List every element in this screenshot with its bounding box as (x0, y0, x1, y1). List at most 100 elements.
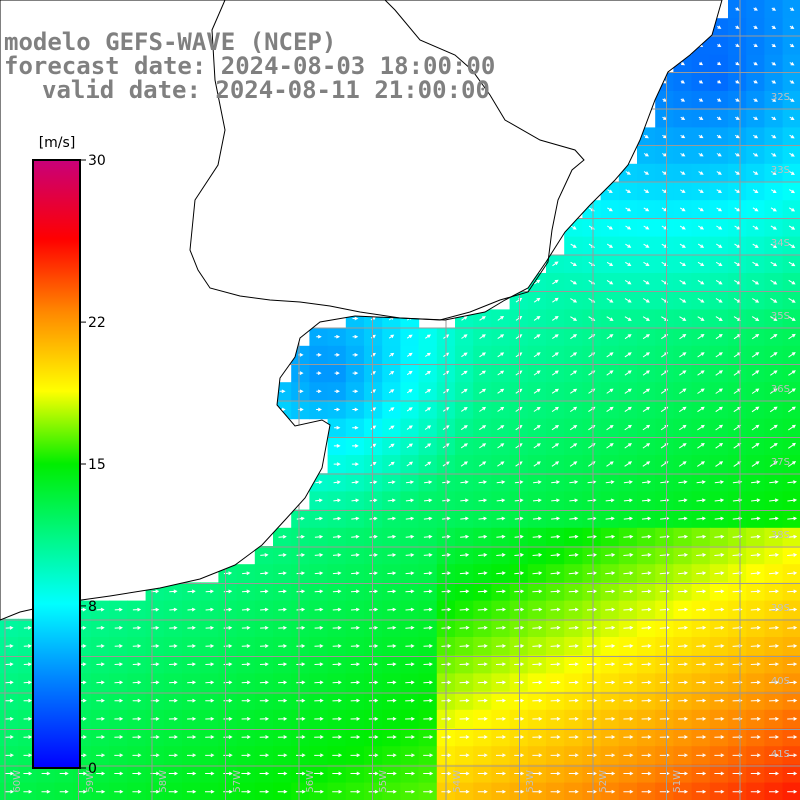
wind-arrow (425, 334, 431, 339)
wind-arrow (679, 298, 687, 303)
wind-arrow (623, 662, 634, 667)
wind-arrow (714, 680, 725, 685)
wind-arrow (569, 480, 579, 485)
colorbar: [m/s] 30 22 15 8 0 (32, 135, 106, 777)
wind-arrow (641, 698, 652, 703)
wind-arrow (789, 152, 795, 157)
wind-arrow (296, 644, 306, 648)
wind-arrow (514, 771, 525, 776)
wind-arrow (734, 153, 740, 157)
wind-arrow (678, 516, 688, 521)
wind-arrow (405, 735, 415, 739)
wind-arrow (278, 589, 287, 594)
wind-arrow (734, 171, 741, 175)
wind-arrow (750, 716, 761, 721)
wind-arrow (241, 680, 251, 685)
wind-arrow (205, 789, 215, 794)
wind-arrow (679, 388, 687, 394)
wind-arrow (205, 662, 215, 667)
wind-arrow (259, 753, 270, 758)
wind-arrow (459, 771, 470, 776)
wind-arrow (495, 698, 507, 703)
wind-arrow (679, 225, 686, 230)
wind-arrow (789, 116, 795, 121)
wind-arrow (132, 698, 142, 703)
wind-arrow (132, 625, 142, 630)
wind-arrow (679, 334, 687, 340)
wind-arrow (789, 43, 795, 48)
wind-arrow (623, 753, 634, 758)
wind-arrow (752, 261, 760, 267)
wind-arrow (768, 644, 780, 648)
wind-arrow (641, 534, 652, 539)
wind-arrow (550, 789, 561, 794)
wind-arrow (768, 625, 780, 630)
wind-arrow (787, 534, 798, 539)
wind-arrow (496, 553, 506, 557)
wind-arrow (641, 789, 652, 794)
wind-arrow (424, 480, 433, 485)
wind-arrow (114, 662, 124, 667)
wind-arrow (570, 225, 577, 230)
wind-arrow (405, 680, 415, 685)
wind-arrow (605, 607, 616, 612)
wind-arrow (514, 589, 525, 594)
wind-arrow (643, 225, 650, 230)
wind-arrow (514, 553, 525, 557)
wind-arrow (205, 716, 215, 721)
wind-arrow (787, 625, 798, 630)
wind-arrow (351, 498, 360, 503)
wind-arrow (223, 662, 233, 667)
wind-arrow (388, 389, 395, 394)
wind-arrow (477, 789, 488, 794)
wind-arrow (96, 662, 105, 667)
wind-arrow (771, 80, 777, 84)
wind-arrow (752, 279, 760, 285)
wind-arrow (168, 716, 178, 721)
wind-arrow (625, 189, 632, 194)
wind-arrow (314, 662, 324, 667)
longitude-label: 53W (525, 770, 536, 793)
wind-arrow (753, 43, 758, 48)
wind-arrow (716, 243, 723, 248)
wind-arrow (677, 607, 689, 612)
wind-arrow (423, 498, 433, 503)
wind-arrow (568, 553, 579, 557)
wind-arrow (496, 480, 506, 485)
wind-arrow (643, 207, 650, 212)
wind-arrow (205, 735, 215, 739)
wind-arrow (552, 316, 559, 321)
wind-arrow (751, 498, 761, 503)
wind-arrow (332, 662, 342, 667)
wind-arrow (623, 698, 634, 703)
wind-arrow (716, 207, 723, 212)
wind-arrow (277, 771, 288, 776)
colorbar-unit-label: [m/s] (39, 135, 76, 151)
wind-arrow (715, 279, 723, 285)
wind-arrow (425, 370, 431, 376)
wind-arrow (114, 625, 123, 630)
wind-arrow (278, 607, 287, 612)
wind-arrow (132, 680, 142, 685)
wind-arrow (423, 534, 433, 539)
wind-arrow (750, 680, 761, 685)
wind-arrow (168, 771, 179, 776)
wind-arrow (187, 680, 197, 685)
wind-arrow (497, 406, 505, 412)
wind-arrow (477, 571, 488, 576)
wind-arrow (296, 680, 306, 685)
wind-arrow (714, 753, 725, 758)
wind-arrow (678, 480, 688, 485)
latitude-label: 36S (771, 384, 790, 395)
latitude-label: 41S (771, 749, 790, 760)
wind-arrow (460, 461, 468, 467)
wind-arrow (624, 461, 633, 467)
wind-arrow (771, 43, 777, 48)
wind-arrow (641, 589, 652, 594)
wind-arrow (5, 680, 14, 685)
wind-arrow (568, 571, 579, 576)
wind-arrow (316, 353, 322, 357)
wind-arrow (296, 735, 306, 739)
wind-arrow (771, 98, 777, 102)
longitude-label: 56W (305, 770, 316, 793)
